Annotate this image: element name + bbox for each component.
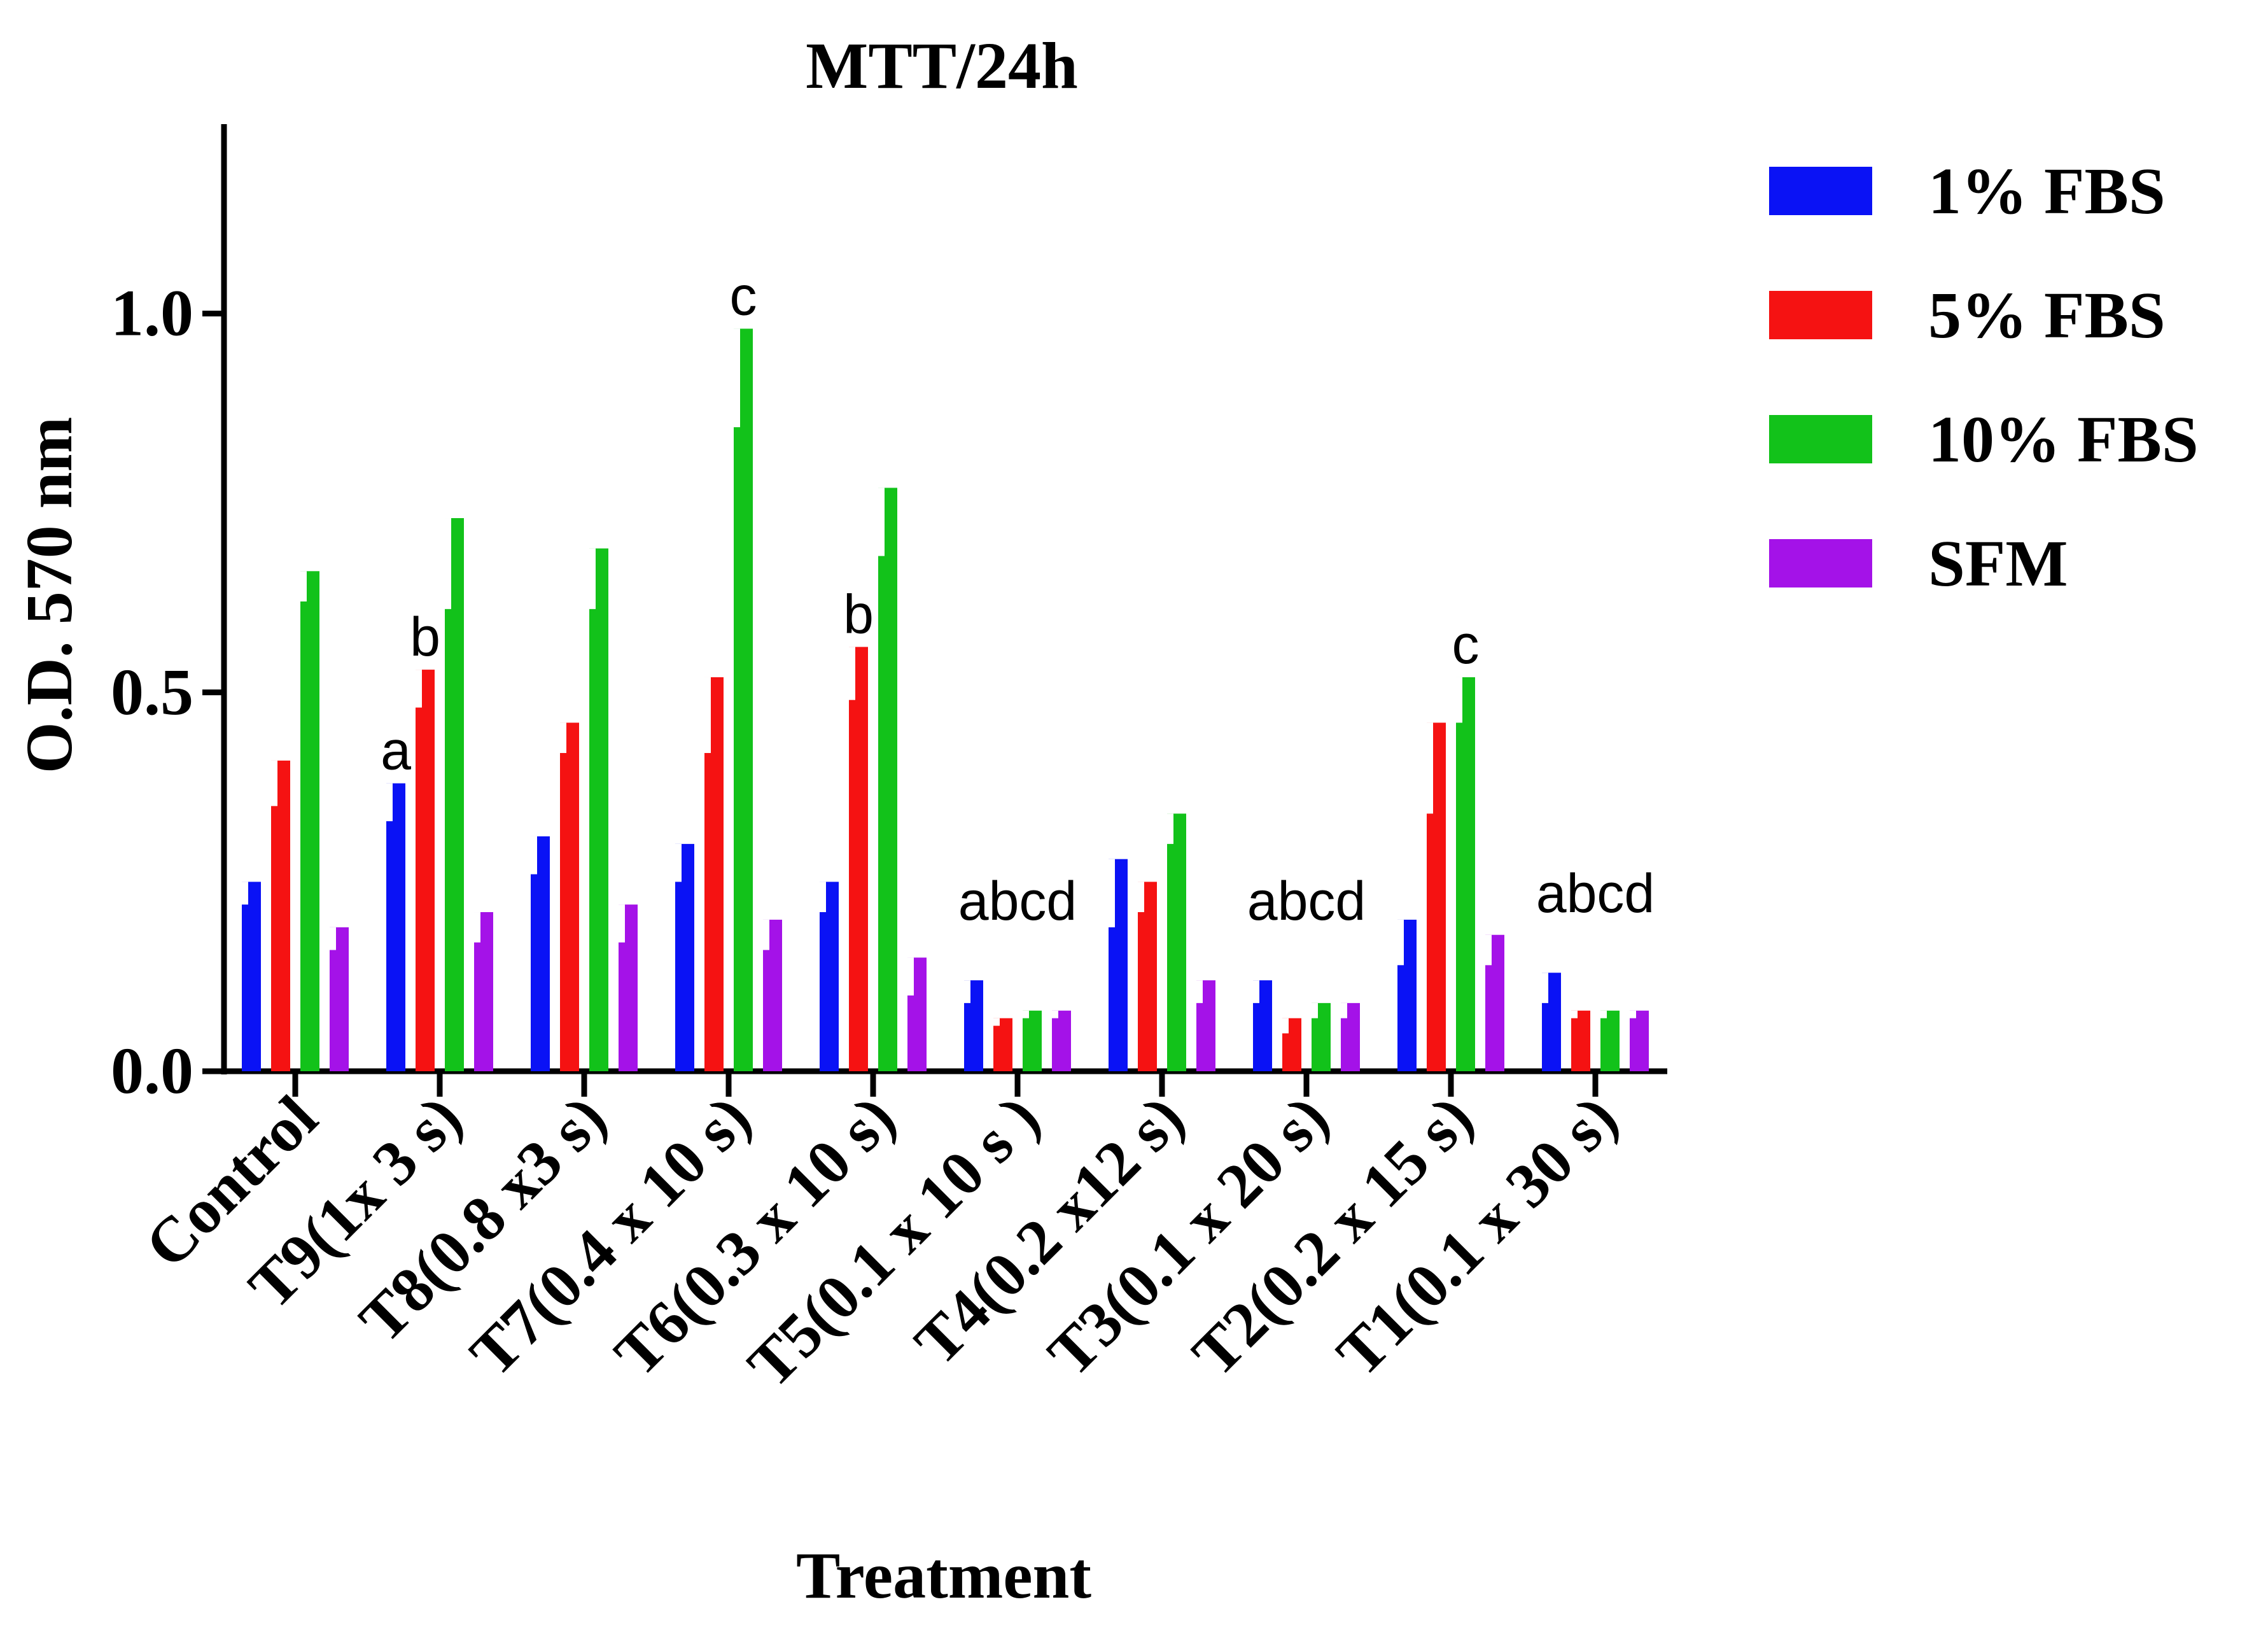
- significance-label: abcd: [958, 871, 1077, 932]
- bar-step-4-2: [878, 488, 885, 556]
- bar-step-5-2: [1023, 1010, 1029, 1018]
- y-tick-label: 1.0: [111, 277, 193, 350]
- significance-label: abcd: [1247, 871, 1366, 932]
- x-axis-label: Treatment: [796, 1539, 1091, 1612]
- legend: 1% FBS 5% FBS 10% FBS SFM: [1769, 155, 2199, 600]
- bar-step-3-1: [704, 677, 711, 754]
- bar-step-0-0: [242, 882, 248, 905]
- bar-2-2: [589, 548, 608, 1071]
- bar-0-0: [242, 882, 261, 1071]
- bar-step-1-0: [386, 783, 393, 822]
- bar-step-6-3: [1196, 980, 1203, 1003]
- bar-step-6-0: [1109, 859, 1115, 927]
- bar-3-2: [734, 328, 753, 1072]
- chart-title: MTT/24h: [806, 29, 1078, 102]
- bar-step-7-3: [1341, 1002, 1347, 1018]
- significance-label: a: [381, 721, 411, 782]
- bar-step-0-3: [330, 927, 336, 950]
- bar-step-0-1: [271, 760, 277, 806]
- y-tick-label: 0.5: [111, 656, 193, 729]
- bar-step-3-0: [675, 843, 682, 882]
- bar-step-7-2: [1312, 1002, 1318, 1018]
- significance-label: b: [843, 584, 874, 645]
- bar-step-1-2: [445, 518, 451, 609]
- bar-step-7-1: [1282, 1018, 1289, 1034]
- significance-label: b: [410, 607, 440, 668]
- bar-step-8-2: [1456, 677, 1462, 723]
- legend-label-0: 1% FBS: [1928, 155, 2166, 228]
- bar-step-5-1: [993, 1018, 1000, 1026]
- bar-step-3-3: [763, 919, 769, 950]
- bar-step-6-2: [1167, 813, 1173, 844]
- bar-6-1: [1138, 882, 1157, 1071]
- bar-2-0: [531, 836, 550, 1071]
- bar-step-0-2: [300, 571, 307, 601]
- bar-1-2: [445, 518, 464, 1071]
- bar-step-7-0: [1253, 980, 1259, 1003]
- bar-9-2: [1600, 1010, 1620, 1071]
- bar-6-2: [1167, 813, 1186, 1071]
- bar-1-0: [386, 783, 405, 1071]
- bar-step-2-1: [560, 722, 566, 754]
- bar-step-5-3: [1052, 1010, 1058, 1018]
- bar-2-1: [560, 722, 579, 1071]
- bar-step-2-0: [531, 836, 537, 875]
- bar-step-8-1: [1427, 722, 1433, 814]
- bar-5-3: [1052, 1010, 1071, 1071]
- bar-0-3: [330, 927, 349, 1071]
- bar-1-1: [416, 670, 435, 1071]
- bar-0-1: [271, 760, 290, 1071]
- bar-step-4-0: [820, 882, 826, 913]
- bar-9-1: [1571, 1010, 1590, 1071]
- bar-4-2: [878, 488, 897, 1071]
- bar-step-9-2: [1600, 1010, 1607, 1018]
- bar-step-6-1: [1138, 882, 1144, 913]
- legend-swatch-1: [1769, 291, 1872, 339]
- bar-5-2: [1023, 1010, 1042, 1071]
- bar-step-8-3: [1485, 934, 1492, 966]
- bar-step-2-2: [589, 548, 596, 609]
- bar-step-8-0: [1397, 919, 1404, 966]
- bar-step-5-0: [964, 980, 970, 1003]
- bar-step-9-0: [1542, 973, 1548, 1003]
- y-axis-label: O.D. 570 nm: [13, 417, 86, 773]
- y-tick-label: 0.0: [111, 1034, 193, 1108]
- bar-4-1: [849, 647, 868, 1071]
- legend-swatch-3: [1769, 539, 1872, 587]
- legend-label-1: 5% FBS: [1928, 279, 2166, 352]
- bar-5-1: [993, 1018, 1012, 1071]
- significance-label: abcd: [1536, 863, 1655, 924]
- legend-label-3: SFM: [1928, 527, 2068, 600]
- bar-8-2: [1456, 677, 1475, 1071]
- bar-4-0: [820, 882, 839, 1071]
- bar-step-4-1: [849, 647, 855, 700]
- significance-label: c: [730, 265, 757, 327]
- legend-swatch-0: [1769, 167, 1872, 215]
- bar-step-1-1: [416, 670, 422, 708]
- bar-9-3: [1630, 1010, 1649, 1071]
- bar-step-1-3: [474, 912, 480, 943]
- bar-step-4-3: [907, 957, 914, 995]
- legend-label-2: 10% FBS: [1928, 403, 2199, 476]
- bar-step-2-3: [619, 904, 625, 943]
- bar-step-3-2: [734, 328, 740, 428]
- significance-label: c: [1452, 614, 1480, 675]
- legend-swatch-2: [1769, 415, 1872, 463]
- bar-0-2: [300, 571, 319, 1071]
- bar-step-9-1: [1571, 1010, 1578, 1018]
- bar-step-9-3: [1630, 1010, 1636, 1018]
